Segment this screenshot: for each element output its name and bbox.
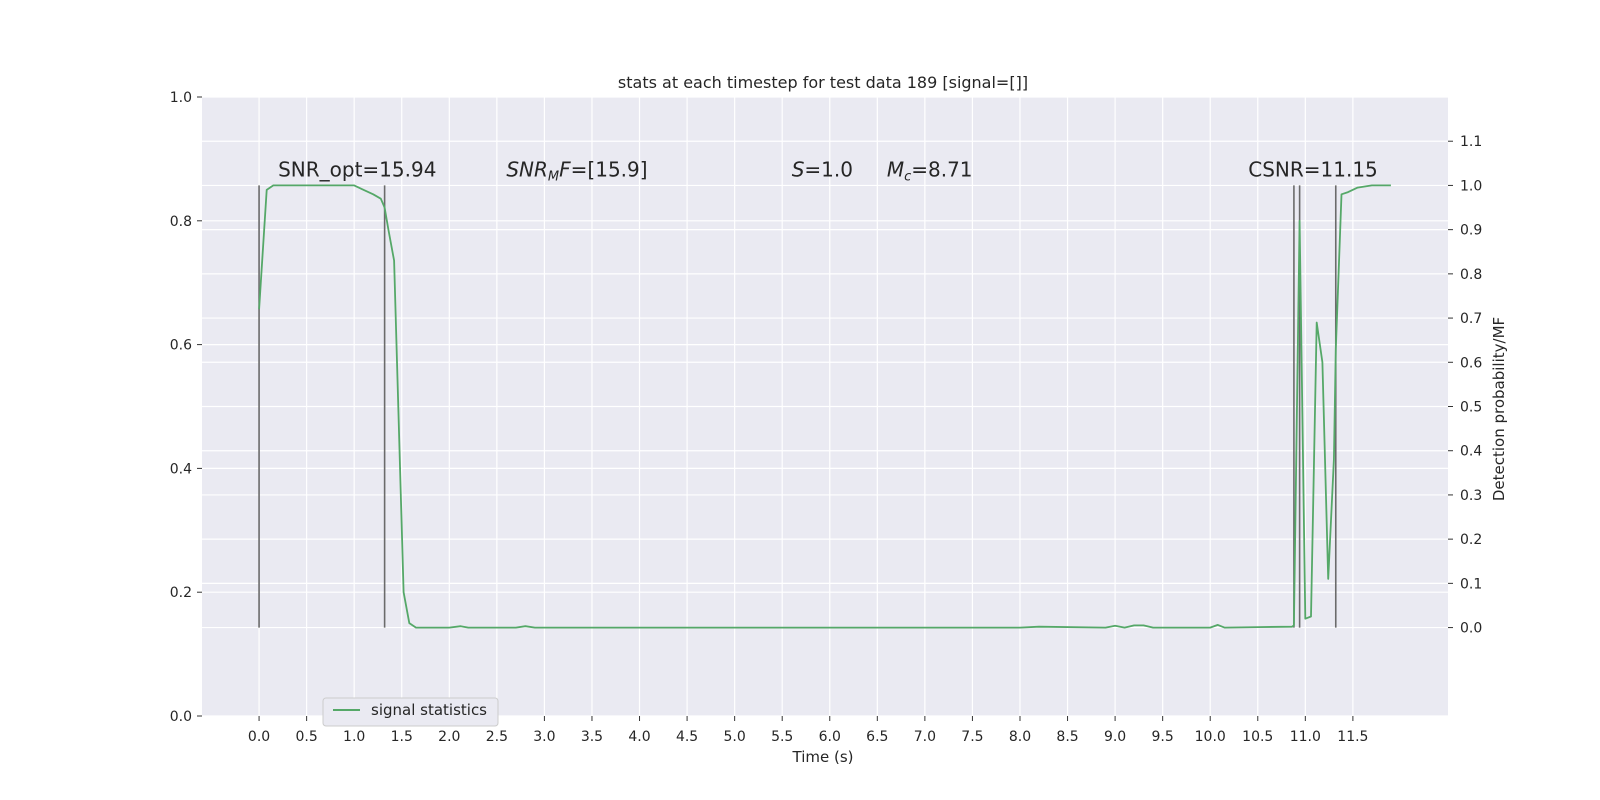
x-tick-label: 10.0 bbox=[1195, 729, 1226, 745]
x-tick-label: 2.0 bbox=[438, 729, 460, 745]
x-tick-label: 5.5 bbox=[771, 729, 793, 745]
right-y-axis-ticks: 0.0 0.1 0.2 0.3 0.4 0.5 0.6 0.7 0.8 0.9 1.0 1.1 bbox=[1448, 134, 1482, 637]
legend-label: signal statistics bbox=[371, 701, 487, 719]
x-tick-label: 11.0 bbox=[1290, 729, 1321, 745]
series-line bbox=[258, 184, 1391, 629]
right-y-axis-label: Detection probability/MF bbox=[1490, 317, 1508, 501]
x-axis-label: Time (s) bbox=[792, 748, 854, 766]
x-tick-label: 9.0 bbox=[1104, 729, 1126, 745]
right-y-tick-label: 0.9 bbox=[1460, 223, 1482, 239]
x-tick-label: 11.5 bbox=[1337, 729, 1368, 745]
right-y-tick-label: 0.5 bbox=[1460, 400, 1482, 416]
right-y-tick-label: 0.4 bbox=[1460, 444, 1482, 460]
right-y-tick-label: 0.0 bbox=[1460, 621, 1482, 637]
right-y-tick-label: 0.1 bbox=[1460, 576, 1482, 592]
x-tick-label: 4.5 bbox=[676, 729, 698, 745]
right-y-tick-label: 0.7 bbox=[1460, 311, 1482, 327]
x-axis-ticks: 0.0 0.5 1.0 1.5 2.0 2.5 3.0 3.5 4.0 4.5 5.0 5.5 6.0 6… bbox=[248, 716, 1368, 745]
x-tick-label: 6.5 bbox=[866, 729, 888, 745]
x-tick-label: 8.5 bbox=[1056, 729, 1078, 745]
annotation: SNR_opt=15.94 bbox=[278, 158, 436, 182]
annotation: Mc=8.71 bbox=[887, 158, 973, 185]
annotation: CSNR=11.15 bbox=[1248, 158, 1378, 182]
x-tick-label: 9.5 bbox=[1152, 729, 1174, 745]
x-tick-label: 7.5 bbox=[961, 729, 983, 745]
left-y-tick-label: 0.2 bbox=[170, 585, 192, 601]
left-y-tick-label: 1.0 bbox=[170, 90, 192, 106]
left-y-tick-label: 0.6 bbox=[170, 338, 192, 354]
left-y-tick-label: 0.4 bbox=[170, 461, 192, 477]
left-y-axis-ticks: 0.0 0.2 0.4 0.6 0.8 1.0 bbox=[170, 90, 202, 725]
x-tick-label: 0.5 bbox=[295, 729, 317, 745]
right-y-tick-label: 0.3 bbox=[1460, 488, 1482, 504]
right-y-tick-label: 0.2 bbox=[1460, 532, 1482, 548]
legend-box bbox=[322, 697, 499, 727]
right-y-tick-label: 1.0 bbox=[1460, 178, 1482, 194]
x-tick-label: 1.5 bbox=[391, 729, 413, 745]
series-lines bbox=[258, 184, 1391, 629]
chart-title: stats at each timestep for test data 189… bbox=[618, 73, 1028, 92]
x-tick-label: 3.5 bbox=[581, 729, 603, 745]
x-tick-label: 3.0 bbox=[533, 729, 555, 745]
x-tick-label: 7.0 bbox=[914, 729, 936, 745]
left-y-tick-label: 0.0 bbox=[170, 709, 192, 725]
x-tick-label: 1.0 bbox=[343, 729, 365, 745]
annotation: SNRMF=[15.9] bbox=[506, 158, 647, 185]
x-tick-label: 8.0 bbox=[1009, 729, 1031, 745]
x-tick-label: 0.0 bbox=[248, 729, 270, 745]
x-tick-label: 6.0 bbox=[819, 729, 841, 745]
x-tick-label: 10.5 bbox=[1242, 729, 1273, 745]
annotation: S=1.0 bbox=[792, 158, 853, 182]
right-y-tick-label: 1.1 bbox=[1460, 134, 1482, 150]
x-tick-label: 2.5 bbox=[486, 729, 508, 745]
right-y-tick-label: 0.8 bbox=[1460, 267, 1482, 283]
right-y-tick-label: 0.6 bbox=[1460, 355, 1482, 371]
x-tick-label: 4.0 bbox=[628, 729, 650, 745]
annotations: SNR_opt=15.94 SNRMF=[15.9] S=1.0 Mc=8.71 CSN… bbox=[278, 158, 1378, 185]
legend: signal statistics bbox=[322, 697, 499, 727]
left-y-tick-label: 0.8 bbox=[170, 214, 192, 230]
x-tick-label: 5.0 bbox=[724, 729, 746, 745]
